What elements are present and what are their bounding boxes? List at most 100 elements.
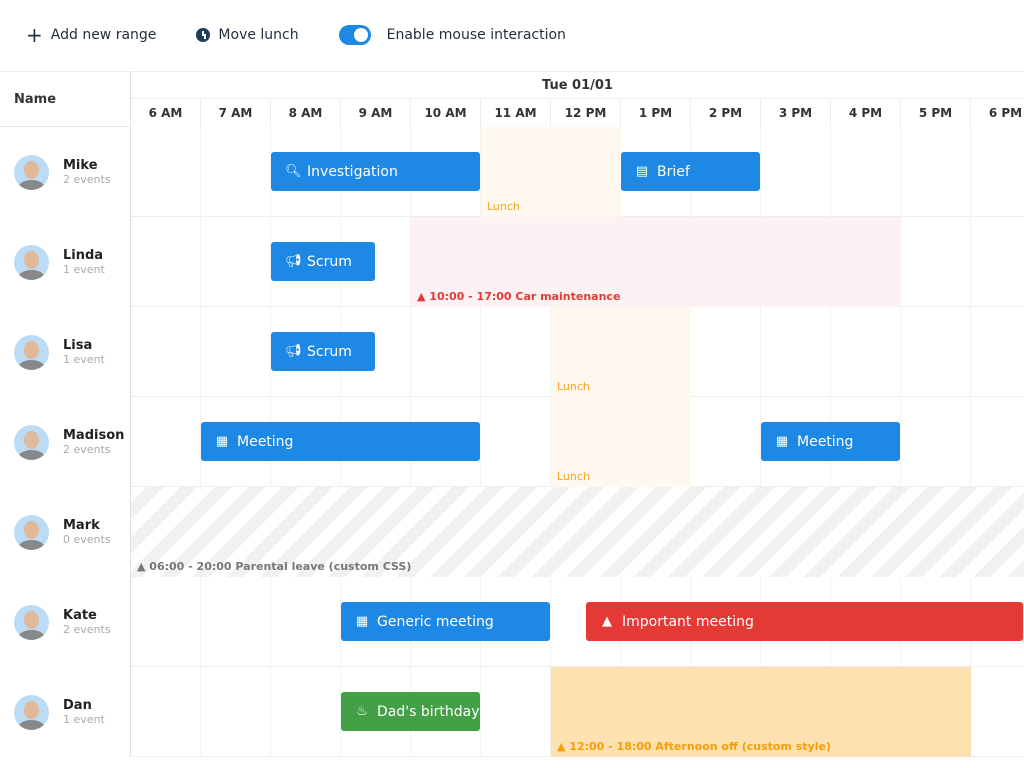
event-bar[interactable]: ▦ Meeting (201, 422, 480, 461)
hour-cell: 10 AM (411, 99, 481, 127)
resource-row: Lunch 📢︎ Scrum Lisa 1 event (0, 307, 1024, 397)
resource-name: Lisa (63, 338, 93, 353)
range-text: Lunch (557, 380, 590, 393)
event-bar[interactable]: 📢︎ Scrum (271, 332, 375, 371)
resource-name: Mike (63, 158, 98, 173)
grid-line (830, 307, 831, 397)
resource-row: Lunch 🔍︎ Investigation ▤ Brief Mike 2 events (0, 127, 1024, 217)
time-range-label: ▲ 06:00 - 20:00 Parental leave (custom C… (137, 560, 411, 573)
resource-name: Madison (63, 428, 125, 443)
search-icon: 🔍︎ (285, 164, 302, 179)
grid-line (270, 127, 271, 217)
resource-name: Mark (63, 518, 100, 533)
grid-line (760, 127, 761, 217)
event-count: 2 events (63, 443, 111, 456)
cake-icon: ♨ (356, 704, 368, 719)
hour-cell: 3 PM (761, 99, 831, 127)
resource-name: Dan (63, 698, 92, 713)
hour-cell: 11 AM (481, 99, 551, 127)
hour-cell: 8 AM (271, 99, 341, 127)
event-name: Scrum (307, 253, 352, 270)
resource-cell[interactable]: Mark 0 events (0, 487, 131, 577)
move-lunch-button[interactable]: Move lunch (196, 27, 299, 43)
calendar-icon: ▦ (775, 434, 789, 449)
warning-icon: ▲ (417, 290, 430, 303)
grid-line (900, 307, 901, 397)
add-new-range-button[interactable]: + Add new range (26, 23, 157, 47)
grid-line (270, 307, 271, 397)
avatar (14, 244, 49, 280)
resource-row: ▲ 06:00 - 20:00 Parental leave (custom C… (0, 487, 1024, 577)
range-text: 10:00 - 17:00 Car maintenance (429, 290, 621, 303)
toolbar: + Add new range Move lunch Enable mouse i… (0, 0, 1024, 70)
grid-line (200, 397, 201, 487)
event-bar[interactable]: ♨ Dad's birthday (341, 692, 480, 731)
event-count: 1 event (63, 713, 105, 726)
resource-cell[interactable]: Lisa 1 event (0, 307, 131, 397)
grid-line (970, 127, 971, 217)
hour-cell: 1 PM (621, 99, 691, 127)
hour-cell: 4 PM (831, 99, 901, 127)
event-count: 2 events (63, 173, 111, 186)
event-bar[interactable]: ▤ Brief (621, 152, 760, 191)
resource-cell[interactable]: Dan 1 event (0, 667, 131, 757)
grid-line (760, 397, 761, 487)
grid-line (480, 667, 481, 757)
avatar (14, 694, 49, 730)
grid-line (200, 217, 201, 307)
event-bar[interactable]: ▲ Important meeting (586, 602, 1023, 641)
avatar (14, 604, 49, 640)
event-bar[interactable]: ▦ Meeting (761, 422, 900, 461)
grid-line (480, 307, 481, 397)
event-name: Meeting (237, 433, 294, 450)
time-range: Lunch (551, 307, 691, 397)
time-range: ▲ 06:00 - 20:00 Parental leave (custom C… (131, 487, 1024, 577)
grid-line (970, 217, 971, 307)
grid-line (270, 667, 271, 757)
grid-line (270, 577, 271, 667)
grid-line (340, 577, 341, 667)
event-bar[interactable]: ▦ Generic meeting (341, 602, 550, 641)
grid-line (550, 307, 551, 397)
time-range-label: ▲ 12:00 - 18:00 Afternoon off (custom st… (557, 740, 831, 753)
resource-name: Kate (63, 608, 97, 623)
hour-cell: 2 PM (691, 99, 761, 127)
event-count: 1 event (63, 353, 105, 366)
toggle-switch[interactable] (338, 25, 371, 45)
grid-line (550, 577, 551, 667)
grid-line (270, 217, 271, 307)
event-name: Generic meeting (377, 613, 494, 630)
mouse-interaction-toggle[interactable]: Enable mouse interaction (338, 25, 566, 45)
event-name: Meeting (797, 433, 854, 450)
event-bar[interactable]: 📢︎ Scrum (271, 242, 375, 281)
resource-cell[interactable]: Madison 2 events (0, 397, 131, 487)
resource-name: Linda (63, 248, 104, 263)
warning-icon: ▲ (137, 560, 150, 573)
warning-icon: ▲ (602, 614, 612, 629)
grid-line (970, 397, 971, 487)
resource-cell[interactable]: Mike 2 events (0, 127, 131, 217)
resource-row: ▦ Generic meeting ▲ Important meeting Kate 2 … (0, 577, 1024, 667)
event-name: Important meeting (622, 613, 754, 630)
grid-line (200, 577, 201, 667)
hour-cell: 7 AM (201, 99, 271, 127)
grid-line (900, 127, 901, 217)
event-name: Brief (657, 163, 690, 180)
event-count: 2 events (63, 623, 111, 636)
hour-cell: 9 AM (341, 99, 411, 127)
event-bar[interactable]: 🔍︎ Investigation (271, 152, 480, 191)
plus-icon: + (26, 23, 43, 47)
range-text: 12:00 - 18:00 Afternoon off (custom styl… (569, 740, 831, 753)
warning-icon: ▲ (557, 740, 570, 753)
grid-line (340, 667, 341, 757)
name-column-header[interactable]: Name (0, 71, 131, 127)
avatar (14, 334, 49, 370)
grid-line (550, 667, 551, 757)
calendar-icon: ▦ (215, 434, 229, 449)
resource-cell[interactable]: Kate 2 events (0, 577, 131, 667)
bullhorn-icon: 📢︎ (285, 254, 302, 269)
grid-line (900, 397, 901, 487)
range-text: 06:00 - 20:00 Parental leave (custom CSS… (149, 560, 412, 573)
resource-row: ▲ 12:00 - 18:00 Afternoon off (custom st… (0, 667, 1024, 757)
resource-cell[interactable]: Linda 1 event (0, 217, 131, 307)
